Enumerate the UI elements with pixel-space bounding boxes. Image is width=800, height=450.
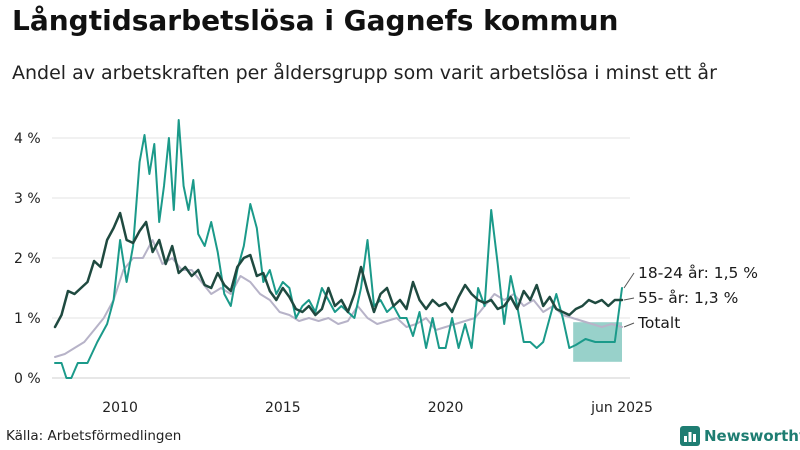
- bar-chart-icon: [680, 426, 700, 446]
- source-note: Källa: Arbetsförmedlingen: [6, 428, 182, 444]
- brand-logo: Newsworthy: [680, 425, 800, 447]
- y-tick-label: 0 %: [14, 371, 41, 387]
- y-tick-label: 3 %: [14, 191, 41, 207]
- end-label-leader: [623, 322, 635, 328]
- y-axis: 0 % 1 % 2 % 3 % 4 %: [14, 131, 41, 387]
- series-line-1: [53, 211, 624, 329]
- x-tick-label: 2020: [428, 400, 464, 416]
- y-tick-label: 2 %: [14, 251, 41, 267]
- series-layer: [53, 119, 624, 379]
- end-labels: 18-24 år: 1,5 % 55- år: 1,3 % Totalt: [623, 264, 758, 332]
- end-label: 18-24 år: 1,5 %: [638, 264, 758, 282]
- chart-subtitle: Andel av arbetskraften per åldersgrupp s…: [12, 62, 717, 84]
- x-tick-label: jun 2025: [590, 400, 653, 416]
- x-axis: 2010 2015 2020 jun 2025: [102, 400, 653, 416]
- series-line-0: [54, 119, 623, 379]
- end-label: Totalt: [637, 314, 680, 332]
- y-tick-label: 1 %: [14, 311, 41, 327]
- chart-title: Långtidsarbetslösa i Gagnefs kommun: [12, 4, 619, 37]
- x-tick-label: 2010: [102, 400, 138, 416]
- end-label-leader: [623, 272, 635, 289]
- brand-name: Newsworthy: [704, 427, 800, 445]
- grid-lines: [52, 137, 630, 379]
- end-label: 55- år: 1,3 %: [638, 289, 738, 307]
- end-label-leader: [623, 297, 635, 301]
- y-tick-label: 4 %: [14, 131, 41, 147]
- series-line-2: [54, 239, 623, 358]
- x-tick-label: 2015: [265, 400, 301, 416]
